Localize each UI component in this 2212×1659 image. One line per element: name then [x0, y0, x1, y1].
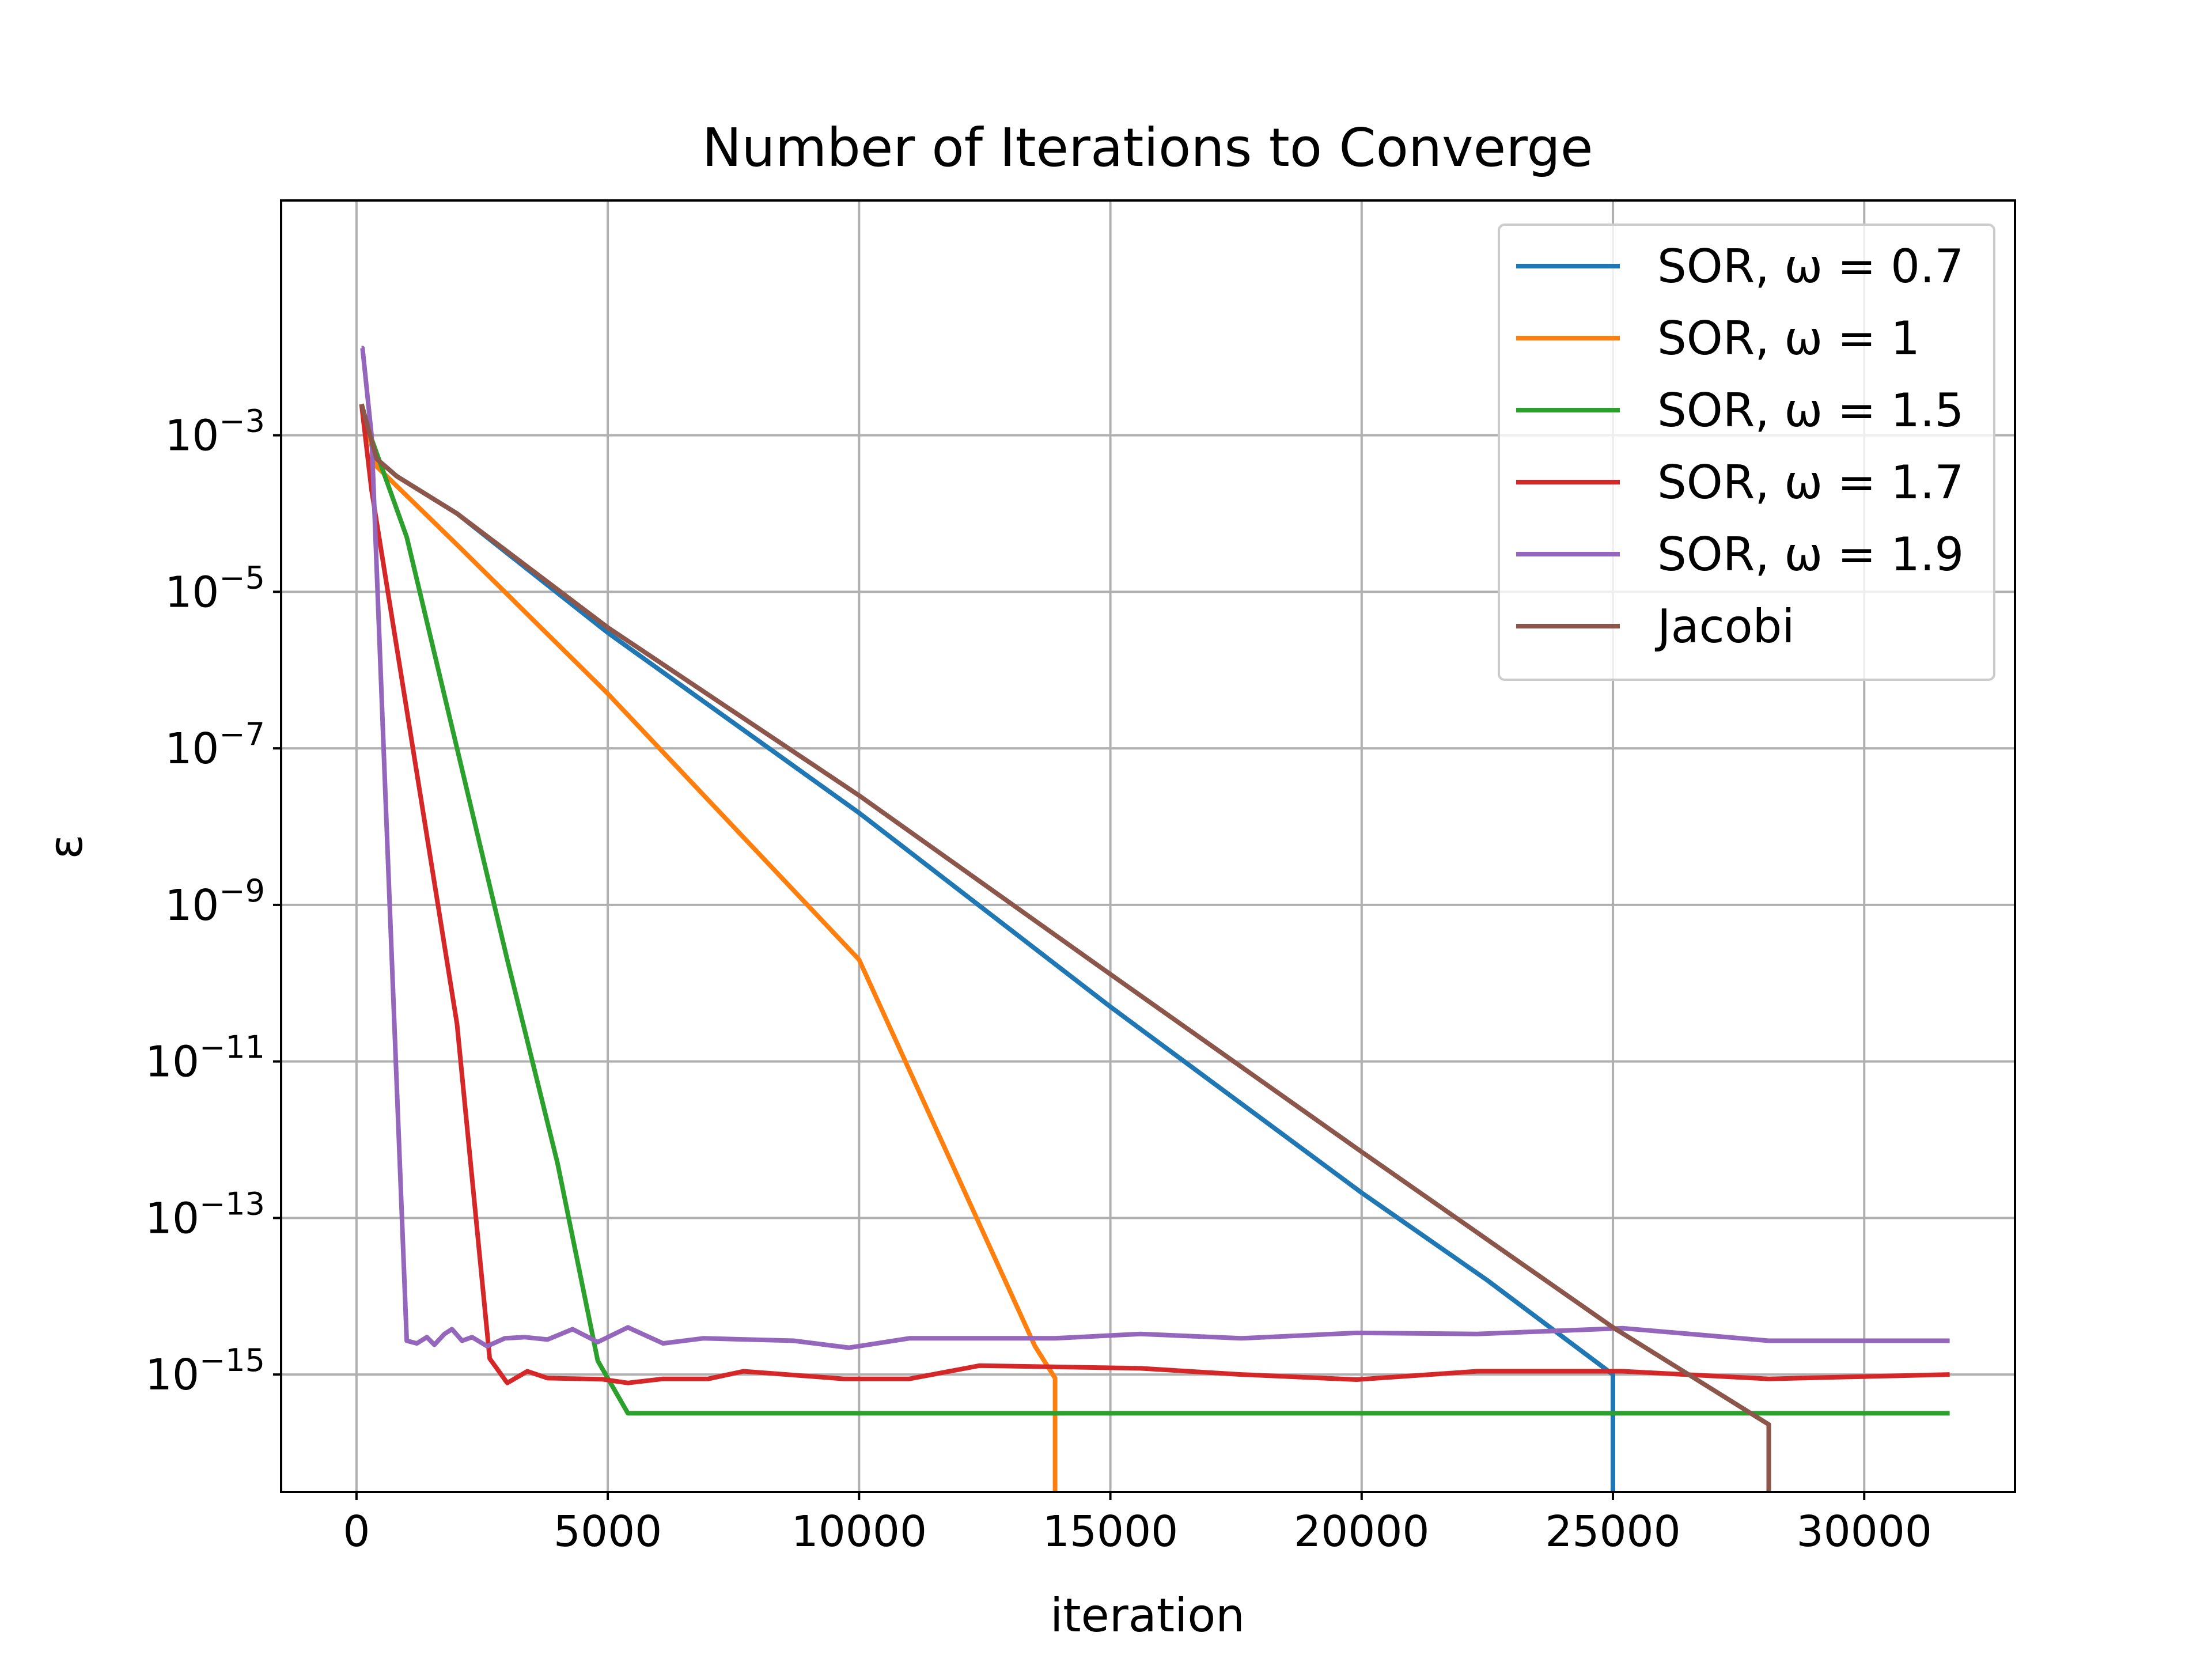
y-tick-label: 10−11 [145, 1029, 265, 1087]
legend-label: SOR, ω = 1.7 [1657, 456, 1964, 509]
y-tick-label: 10−5 [165, 559, 265, 617]
legend-label: SOR, ω = 1.9 [1657, 528, 1964, 581]
legend-label: SOR, ω = 0.7 [1657, 240, 1964, 293]
y-tick-label: 10−9 [165, 873, 265, 930]
x-tick-label: 0 [343, 1507, 370, 1556]
x-tick-label: 25000 [1545, 1507, 1680, 1556]
y-tick-label: 10−15 [145, 1342, 265, 1400]
x-axis-label: iteration [1050, 1589, 1245, 1642]
y-tick-label: 10−13 [145, 1185, 265, 1243]
x-tick-label: 30000 [1797, 1507, 1932, 1556]
legend-label: SOR, ω = 1.5 [1657, 384, 1964, 437]
x-axis-ticks: 0 5000 10000 15000 20000 25000 30000 [343, 1492, 1932, 1556]
x-tick-label: 20000 [1294, 1507, 1429, 1556]
legend: SOR, ω = 0.7 SOR, ω = 1 SOR, ω = 1.5 SOR, ω… [1498, 224, 1995, 681]
grid [281, 200, 2015, 1492]
plot-frame [280, 199, 2016, 1493]
legend-label: Jacobi [1654, 600, 1795, 653]
x-tick-label: 5000 [554, 1507, 662, 1556]
y-axis-label: ε [39, 834, 93, 859]
legend-box [1498, 224, 1995, 681]
x-tick-label: 15000 [1043, 1507, 1178, 1556]
x-tick-label: 10000 [791, 1507, 927, 1556]
y-tick-label: 10−7 [165, 716, 265, 774]
y-axis-ticks: 10−3 10−5 10−7 10−9 10−11 10−13 10−15 [145, 403, 281, 1400]
series-line-2 [359, 403, 1058, 1492]
series-lines [359, 346, 1950, 1492]
series-line-5 [360, 346, 1950, 1350]
series-line-4 [359, 404, 1950, 1385]
chart-title: Number of Iterations to Converge [702, 117, 1593, 179]
y-tick-label: 10−3 [165, 403, 265, 461]
legend-label: SOR, ω = 1 [1657, 312, 1920, 365]
series-line-3 [359, 403, 1950, 1416]
series-line-6 [359, 403, 1771, 1492]
